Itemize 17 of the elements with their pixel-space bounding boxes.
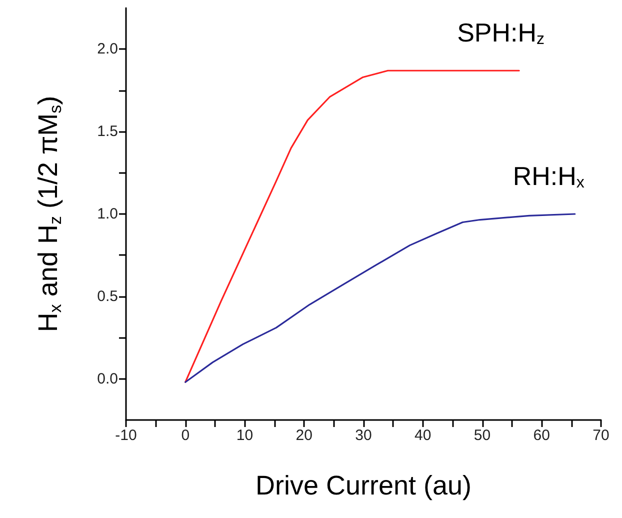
line-series — [184, 213, 576, 383]
x-tick-label: 30 — [355, 427, 372, 444]
x-tick-label: -10 — [115, 427, 137, 444]
y-tick-label: 2.0 — [97, 40, 118, 58]
x-tick-label: 10 — [236, 427, 254, 444]
x-tick-label: 60 — [533, 427, 550, 444]
x-tick-label: 20 — [296, 427, 312, 444]
y-tick-label: 0.0 — [97, 370, 118, 388]
y-tick-label: 1.0 — [97, 206, 118, 222]
x-tick-label: 40 — [414, 427, 432, 444]
y-tick-label: 1.5 — [97, 123, 118, 140]
y-tick-label: 0.5 — [97, 288, 118, 305]
x-tick-label: 50 — [474, 427, 491, 444]
x-tick-label: 70 — [592, 427, 610, 444]
x-tick-label: 0 — [181, 427, 190, 444]
x-axis-title: Drive Current (au) — [255, 470, 472, 500]
y-axis-title: Hx and Hz (1/2 πMs) — [33, 96, 65, 332]
